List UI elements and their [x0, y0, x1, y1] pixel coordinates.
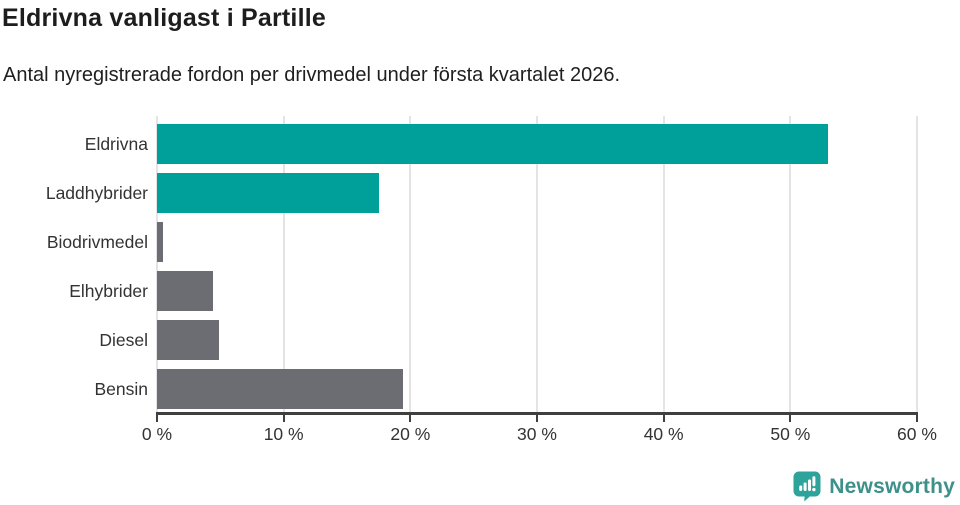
y-axis-label-bensin: Bensin: [94, 378, 148, 399]
x-axis-line: [156, 412, 918, 415]
x-tick-label-50: 50 %: [770, 424, 811, 444]
plot-area: [156, 116, 918, 413]
gridline-50: [789, 116, 792, 413]
brand-name: Newsworthy: [829, 474, 955, 498]
x-axis-tick-20: [409, 415, 412, 422]
gridline-0: [156, 116, 158, 413]
x-axis-tick-40: [662, 415, 665, 422]
x-tick-label-10: 10 %: [263, 424, 304, 444]
x-tick-label-30: 30 %: [517, 424, 557, 444]
x-axis-tick-30: [536, 415, 538, 422]
y-axis-label-eldrivna: Eldrivna: [84, 133, 148, 154]
bar-eldrivna: [157, 123, 829, 164]
x-tick-label-20: 20 %: [390, 424, 431, 444]
x-axis-tick-0: [156, 415, 158, 422]
gridline-40: [662, 116, 665, 413]
x-tick-label-60: 60 %: [897, 424, 937, 444]
bar-laddhybrider: [157, 172, 379, 213]
gridline-20: [409, 116, 412, 413]
y-axis-label-laddhybrider: Laddhybrider: [45, 182, 148, 203]
bar-biodrivmedel: [157, 221, 164, 262]
y-axis-label-biodrivmedel: Biodrivmedel: [46, 231, 148, 252]
y-axis-label-diesel: Diesel: [99, 329, 148, 350]
x-tick-label-40: 40 %: [643, 424, 684, 444]
bar-elhybrider: [157, 270, 213, 311]
bar-diesel: [157, 319, 220, 360]
y-axis-label-elhybrider: Elhybrider: [69, 280, 148, 301]
x-axis-tick-60: [916, 415, 918, 422]
newsworthy-logo-icon: [793, 471, 821, 502]
bar-bensin: [157, 368, 403, 409]
x-axis-tick-50: [789, 415, 792, 422]
gridline-10: [282, 116, 285, 413]
chart-title: Eldrivna vanligast i Partille: [2, 4, 326, 32]
x-axis-tick-10: [282, 415, 285, 422]
chart-subtitle: Antal nyregistrerade fordon per drivmede…: [3, 64, 621, 86]
gridline-60: [916, 116, 918, 413]
brand-footer: Newsworthy: [793, 471, 955, 502]
x-tick-label-0: 0 %: [141, 424, 173, 444]
gridline-30: [536, 116, 538, 413]
y-axis-labels: Eldrivna Laddhybrider Biodrivmedel Elhybrid…: [0, 119, 148, 413]
